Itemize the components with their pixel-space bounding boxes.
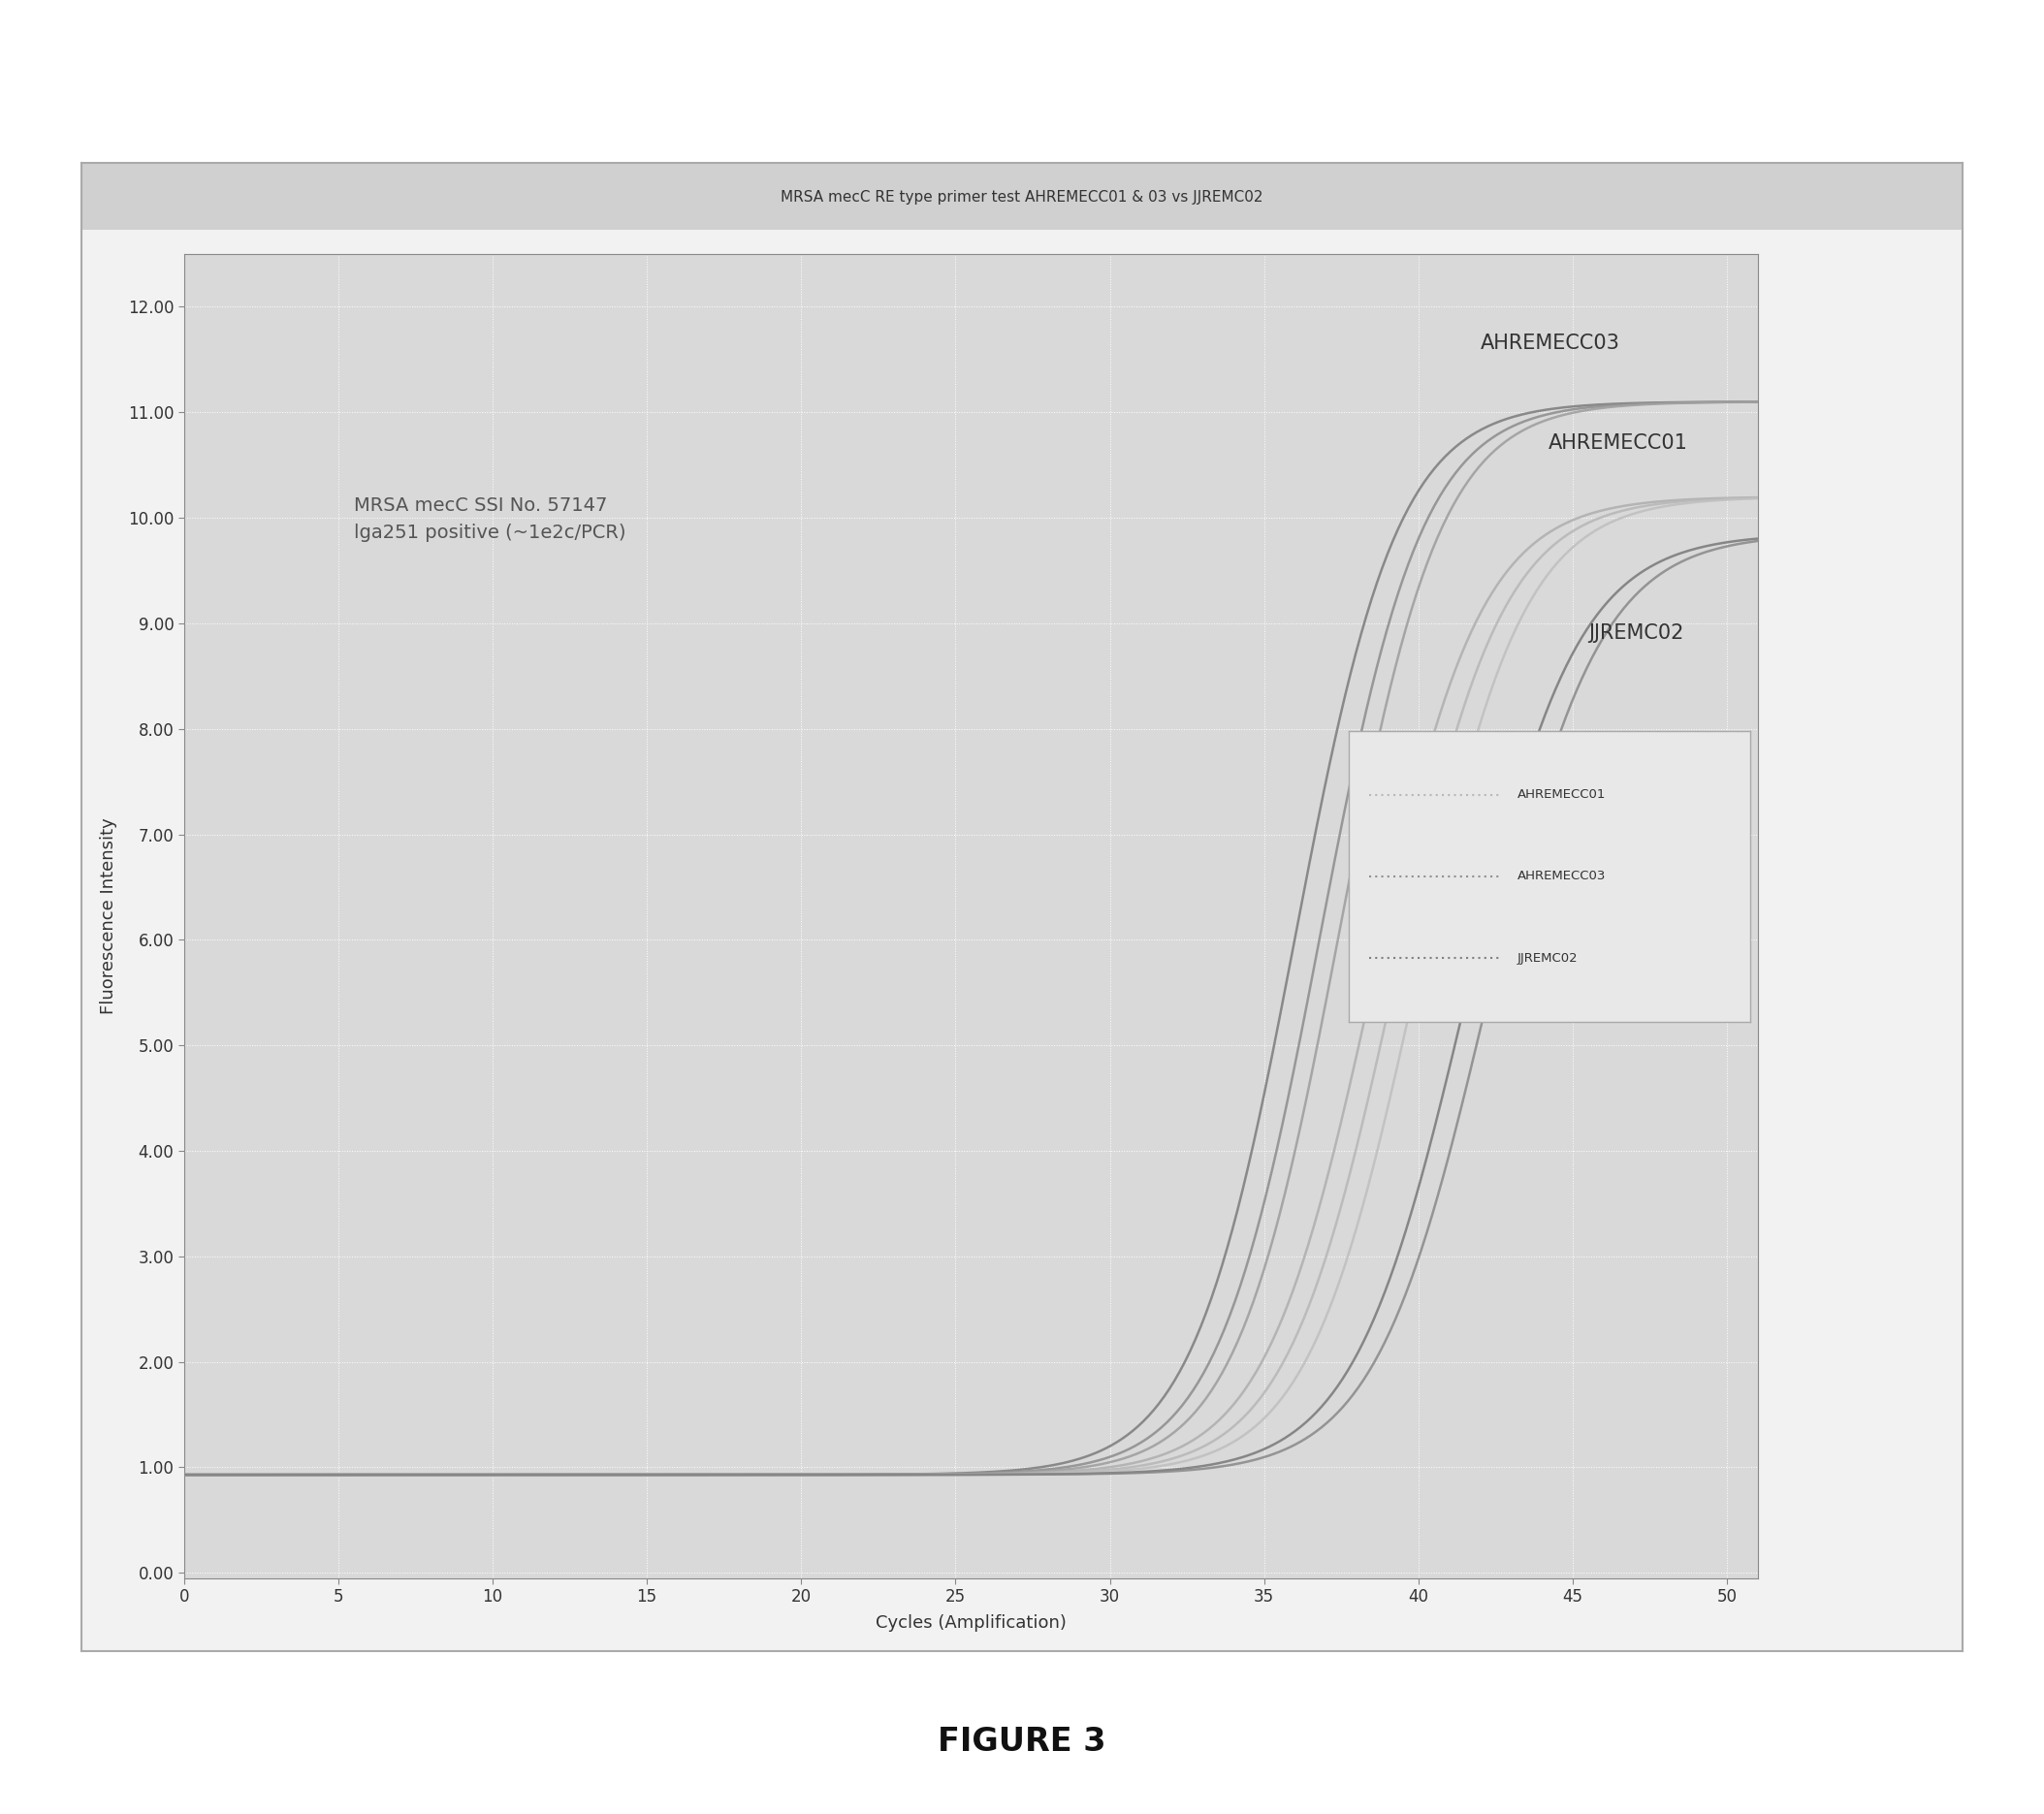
Text: MRSA mecC RE type primer test AHREMECC01 & 03 vs JJREMC02: MRSA mecC RE type primer test AHREMECC01…: [781, 190, 1263, 205]
Bar: [82, 163, 1962, 230]
Text: JJREMC02: JJREMC02: [1588, 624, 1684, 642]
Text: AHREMECC01: AHREMECC01: [1547, 434, 1688, 454]
X-axis label: Cycles (Amplification): Cycles (Amplification): [875, 1614, 1067, 1631]
Y-axis label: Fluorescence Intensity: Fluorescence Intensity: [100, 818, 117, 1014]
Text: FIGURE 3: FIGURE 3: [938, 1725, 1106, 1758]
Text: AHREMECC03: AHREMECC03: [1480, 334, 1619, 352]
Text: MRSA mecC SSI No. 57147
lga251 positive (~1e2c/PCR): MRSA mecC SSI No. 57147 lga251 positive …: [354, 497, 625, 542]
